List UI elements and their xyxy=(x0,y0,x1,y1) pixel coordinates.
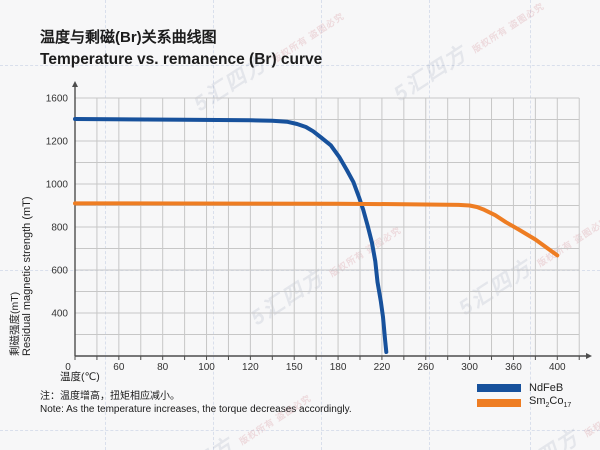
background-grid-line xyxy=(213,0,214,450)
legend-label-ndfeb: NdFeB xyxy=(529,381,564,394)
sm2co17-curve xyxy=(73,201,560,258)
y-tick-label: 1200 xyxy=(46,137,69,148)
background-grid-line xyxy=(105,0,106,450)
y-axis-arrow xyxy=(72,81,78,87)
chart-title-en: Temperature vs. remanence (Br) curve xyxy=(40,51,323,68)
x-tick-label: 80 xyxy=(157,362,169,373)
x-tick-label: 120 xyxy=(242,362,259,373)
chart-title: 温度与剩磁(Br)关系曲线图 Temperature vs. remanence… xyxy=(40,27,322,71)
legend-swatch-ndfeb xyxy=(477,383,521,392)
y-tick-label: 1600 xyxy=(46,94,69,105)
x-tick-label: 400 xyxy=(549,362,566,373)
x-tick-label: 300 xyxy=(461,362,478,373)
background-grid-line xyxy=(321,0,322,450)
legend: NdFeB Sm2Co17 xyxy=(477,380,571,410)
x-tick-label: 180 xyxy=(330,362,347,373)
x-tick-label: 0 xyxy=(65,362,71,373)
note-zh: 注：温度增高，扭矩相应减小。 xyxy=(40,391,180,402)
x-tick-label: 100 xyxy=(198,362,215,373)
x-axis-title: 温度(℃) xyxy=(60,371,100,383)
y-tick-label: 600 xyxy=(51,266,68,277)
x-tick-label: 220 xyxy=(374,362,391,373)
y-tick-label: 1000 xyxy=(46,180,69,191)
x-tick-label: 60 xyxy=(113,362,125,373)
background-grid-line xyxy=(0,430,600,431)
y-tick-label: 400 xyxy=(51,309,68,320)
background-grid-line xyxy=(0,65,600,66)
background-grid-line xyxy=(530,0,531,450)
ndfeb-curve xyxy=(73,117,389,354)
note-en: Note: As the temperature increases, the … xyxy=(40,404,352,415)
y-axis-title-en: Residual magnetic strength (mT) xyxy=(21,196,33,356)
legend-item-sm2co17: Sm2Co17 xyxy=(477,395,571,410)
x-tick-label: 360 xyxy=(505,362,522,373)
background-grid-line xyxy=(429,0,430,450)
note: 注：温度增高，扭矩相应减小。 Note: As the temperature … xyxy=(40,391,352,416)
x-axis-arrow xyxy=(586,353,592,359)
x-tick-label: 150 xyxy=(286,362,303,373)
chart-title-zh: 温度与剩磁(Br)关系曲线图 xyxy=(40,29,217,46)
legend-label-sm2co17: Sm2Co17 xyxy=(529,395,572,410)
legend-item-ndfeb: NdFeB xyxy=(477,380,571,395)
y-tick-label: 800 xyxy=(51,223,68,234)
legend-swatch-sm2co17 xyxy=(477,398,521,407)
y-axis-title-zh: 剩磁强度(mT) xyxy=(9,291,21,356)
x-tick-label: 260 xyxy=(417,362,434,373)
